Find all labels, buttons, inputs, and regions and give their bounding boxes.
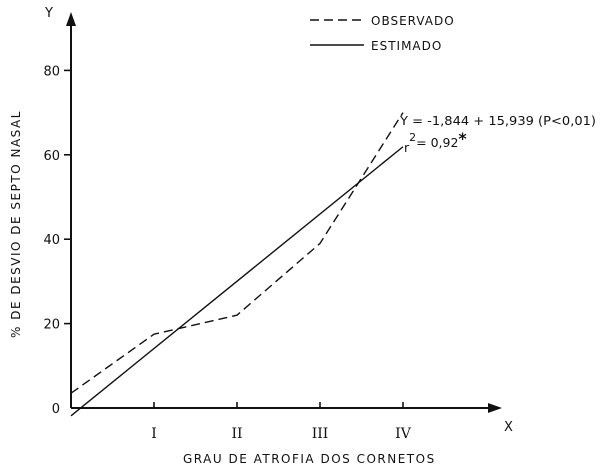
- legend-label-estimado: ESTIMADO: [371, 39, 442, 53]
- y-tick-label: 20: [43, 318, 60, 333]
- y-axis-arrow: [66, 12, 76, 26]
- x-tick-label: III: [312, 426, 329, 442]
- x-ticks: I II III IV: [151, 402, 412, 442]
- y-tick-label: 80: [43, 64, 60, 79]
- y-tick-label: 60: [43, 149, 60, 164]
- y-axis-letter: Y: [44, 6, 53, 21]
- series-line-observado: [70, 112, 404, 394]
- r-squared-superscript: 2: [409, 131, 416, 144]
- r-squared: r2= 0,92*: [404, 129, 467, 155]
- legend: OBSERVADO ESTIMADO: [310, 14, 455, 53]
- x-axis-arrow: [488, 403, 502, 413]
- r-squared-symbol: r: [404, 140, 410, 155]
- x-axis-label: GRAU DE ATROFIA DOS CORNETOS: [183, 452, 436, 466]
- x-axis-letter: X: [504, 420, 513, 435]
- series-layer: [70, 112, 404, 417]
- regression-annotation: Y = -1,844 + 15,939 (P<0,01) r2= 0,92*: [399, 113, 596, 155]
- x-tick-label: II: [231, 426, 242, 442]
- x-tick-label: IV: [395, 426, 412, 442]
- legend-label-observado: OBSERVADO: [371, 14, 455, 28]
- x-tick-label: I: [151, 426, 157, 442]
- r-squared-value: = 0,92: [416, 135, 458, 150]
- significance-mark: *: [458, 129, 467, 148]
- regression-equation: Y = -1,844 + 15,939 (P<0,01): [399, 113, 596, 128]
- y-tick-label: 0: [52, 402, 60, 417]
- y-ticks: 0 20 40 60 80: [43, 64, 71, 417]
- y-tick-label: 40: [43, 233, 60, 248]
- y-axis-label: % DE DESVIO DE SEPTO NASAL: [9, 110, 23, 338]
- axes: [70, 22, 490, 409]
- series-line-estimado: [70, 146, 404, 417]
